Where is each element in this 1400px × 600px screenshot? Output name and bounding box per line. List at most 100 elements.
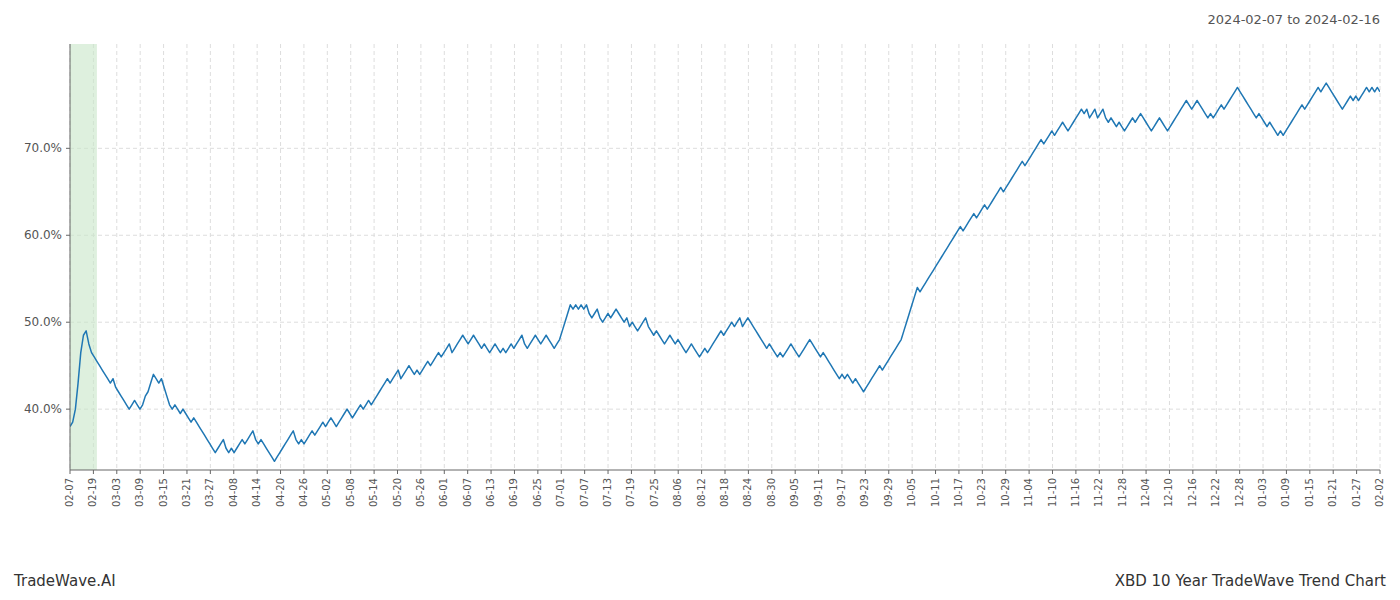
x-tick bbox=[280, 470, 281, 474]
grid-line-x bbox=[935, 44, 936, 470]
x-tick bbox=[1146, 470, 1147, 474]
x-tick-label: 03-27 bbox=[204, 478, 215, 507]
x-tick-label: 08-12 bbox=[696, 478, 707, 507]
x-tick bbox=[1356, 470, 1357, 474]
y-tick bbox=[66, 409, 70, 410]
x-tick bbox=[163, 470, 164, 474]
x-tick-label: 12-28 bbox=[1234, 478, 1245, 507]
grid-line-x bbox=[163, 44, 164, 470]
x-tick bbox=[1005, 470, 1006, 474]
x-tick-label: 11-16 bbox=[1070, 478, 1081, 507]
grid-line-x bbox=[888, 44, 889, 470]
x-tick-label: 06-13 bbox=[485, 478, 496, 507]
grid-line-x bbox=[186, 44, 187, 470]
x-tick bbox=[420, 470, 421, 474]
grid-line-x bbox=[795, 44, 796, 470]
x-tick bbox=[1029, 470, 1030, 474]
x-tick-label: 06-01 bbox=[438, 478, 449, 507]
x-tick-label: 07-13 bbox=[602, 478, 613, 507]
x-tick-label: 10-23 bbox=[976, 478, 987, 507]
x-tick bbox=[186, 470, 187, 474]
x-tick-label: 05-02 bbox=[321, 478, 332, 507]
x-tick bbox=[537, 470, 538, 474]
grid-line-x bbox=[1356, 44, 1357, 470]
x-tick-label: 11-22 bbox=[1093, 478, 1104, 507]
x-tick-label: 07-25 bbox=[649, 478, 660, 507]
grid-line-x bbox=[1099, 44, 1100, 470]
x-tick bbox=[1380, 470, 1381, 474]
x-tick bbox=[748, 470, 749, 474]
x-tick bbox=[1333, 470, 1334, 474]
plot-area bbox=[70, 44, 1380, 470]
x-tick-label: 11-10 bbox=[1047, 478, 1058, 507]
x-tick-label: 10-17 bbox=[953, 478, 964, 507]
x-tick-label: 06-07 bbox=[462, 478, 473, 507]
grid-line-x bbox=[350, 44, 351, 470]
x-tick bbox=[1286, 470, 1287, 474]
x-tick-label: 01-21 bbox=[1327, 478, 1338, 507]
grid-line-x bbox=[303, 44, 304, 470]
y-tick-label: 70.0% bbox=[24, 141, 62, 155]
x-tick bbox=[467, 470, 468, 474]
x-tick-label: 09-23 bbox=[859, 478, 870, 507]
grid-line-x bbox=[1380, 44, 1381, 470]
x-tick-label: 04-26 bbox=[298, 478, 309, 507]
grid-line-x bbox=[725, 44, 726, 470]
x-tick bbox=[841, 470, 842, 474]
x-tick-label: 11-04 bbox=[1023, 478, 1034, 507]
x-tick-label: 12-04 bbox=[1140, 478, 1151, 507]
grid-line-x bbox=[958, 44, 959, 470]
x-tick bbox=[70, 470, 71, 474]
x-tick bbox=[795, 470, 796, 474]
x-tick bbox=[1122, 470, 1123, 474]
x-tick bbox=[1239, 470, 1240, 474]
grid-line-x bbox=[1146, 44, 1147, 470]
x-tick bbox=[397, 470, 398, 474]
grid-line-x bbox=[116, 44, 117, 470]
chart: 40.0%50.0%60.0%70.0%02-0702-1903-0303-09… bbox=[0, 0, 1400, 600]
grid-line-x bbox=[467, 44, 468, 470]
x-tick bbox=[1169, 470, 1170, 474]
grid-line-x bbox=[818, 44, 819, 470]
x-tick bbox=[771, 470, 772, 474]
x-tick-label: 05-20 bbox=[392, 478, 403, 507]
x-tick-label: 03-03 bbox=[111, 478, 122, 507]
y-tick bbox=[66, 148, 70, 149]
x-tick bbox=[1052, 470, 1053, 474]
x-tick bbox=[444, 470, 445, 474]
x-tick-label: 03-15 bbox=[158, 478, 169, 507]
grid-line-x bbox=[561, 44, 562, 470]
grid-line-x bbox=[70, 44, 71, 470]
grid-line-x bbox=[1122, 44, 1123, 470]
y-tick bbox=[66, 235, 70, 236]
grid-line-x bbox=[1005, 44, 1006, 470]
grid-line-x bbox=[1169, 44, 1170, 470]
grid bbox=[70, 44, 1380, 470]
x-tick bbox=[233, 470, 234, 474]
grid-line-x bbox=[701, 44, 702, 470]
x-tick-label: 08-06 bbox=[672, 478, 683, 507]
x-tick-label: 06-19 bbox=[508, 478, 519, 507]
x-tick bbox=[210, 470, 211, 474]
x-tick-label: 07-07 bbox=[579, 478, 590, 507]
x-tick bbox=[1192, 470, 1193, 474]
grid-line-x bbox=[1239, 44, 1240, 470]
grid-line-x bbox=[210, 44, 211, 470]
x-tick bbox=[818, 470, 819, 474]
x-tick-label: 05-14 bbox=[368, 478, 379, 507]
y-tick-label: 60.0% bbox=[24, 228, 62, 242]
x-tick-label: 03-21 bbox=[181, 478, 192, 507]
grid-line-x bbox=[514, 44, 515, 470]
x-tick bbox=[1099, 470, 1100, 474]
x-tick bbox=[491, 470, 492, 474]
grid-line-y bbox=[70, 148, 1380, 149]
grid-line-x bbox=[841, 44, 842, 470]
grid-line-x bbox=[1286, 44, 1287, 470]
x-tick bbox=[1309, 470, 1310, 474]
x-tick bbox=[701, 470, 702, 474]
grid-line-x bbox=[140, 44, 141, 470]
x-tick-label: 02-02 bbox=[1374, 478, 1385, 507]
x-tick bbox=[678, 470, 679, 474]
x-tick bbox=[888, 470, 889, 474]
grid-line-x bbox=[537, 44, 538, 470]
